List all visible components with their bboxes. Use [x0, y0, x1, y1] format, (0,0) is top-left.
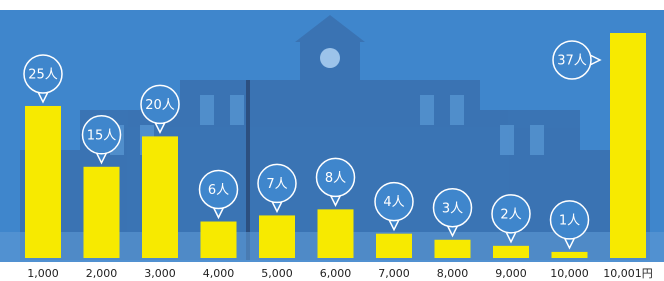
value-label: 37人 — [557, 54, 587, 69]
bar — [259, 215, 295, 258]
value-label: 1人 — [559, 213, 580, 228]
x-tick-label: 4,000 — [203, 267, 235, 280]
x-tick-label: 9,000 — [495, 267, 527, 280]
value-label: 20人 — [145, 98, 175, 113]
x-tick-label: 7,000 — [378, 267, 410, 280]
bar — [84, 167, 120, 258]
x-tick-label: 8,000 — [437, 267, 469, 280]
bar — [610, 33, 646, 258]
value-label: 8人 — [325, 171, 346, 186]
bar — [25, 106, 61, 258]
value-label: 2人 — [500, 207, 521, 222]
bar — [201, 222, 237, 258]
value-label: 4人 — [383, 195, 404, 210]
value-label: 7人 — [266, 177, 287, 192]
x-tick-label: 3,000 — [144, 267, 176, 280]
bar — [318, 209, 354, 258]
x-tick-label: 10,000 — [550, 267, 589, 280]
bar — [142, 136, 178, 258]
bar — [376, 234, 412, 258]
x-tick-label: 1,000 — [27, 267, 59, 280]
value-label: 3人 — [442, 201, 463, 216]
x-tick-label: 10,001円 — [603, 267, 653, 280]
value-label: 25人 — [28, 67, 58, 82]
clock — [320, 48, 340, 68]
x-tick-label: 5,000 — [261, 267, 293, 280]
x-tick-label: 6,000 — [320, 267, 352, 280]
chart: 25人 1,000 15人 2,000 20人 3,000 6人 4,000 7人 5,000 8人… — [0, 0, 664, 281]
bar — [435, 240, 471, 258]
x-tick-label: 2,000 — [86, 267, 118, 280]
value-label: 15人 — [87, 128, 117, 143]
bar — [493, 246, 529, 258]
value-label: 6人 — [208, 183, 229, 198]
bar — [552, 252, 588, 258]
